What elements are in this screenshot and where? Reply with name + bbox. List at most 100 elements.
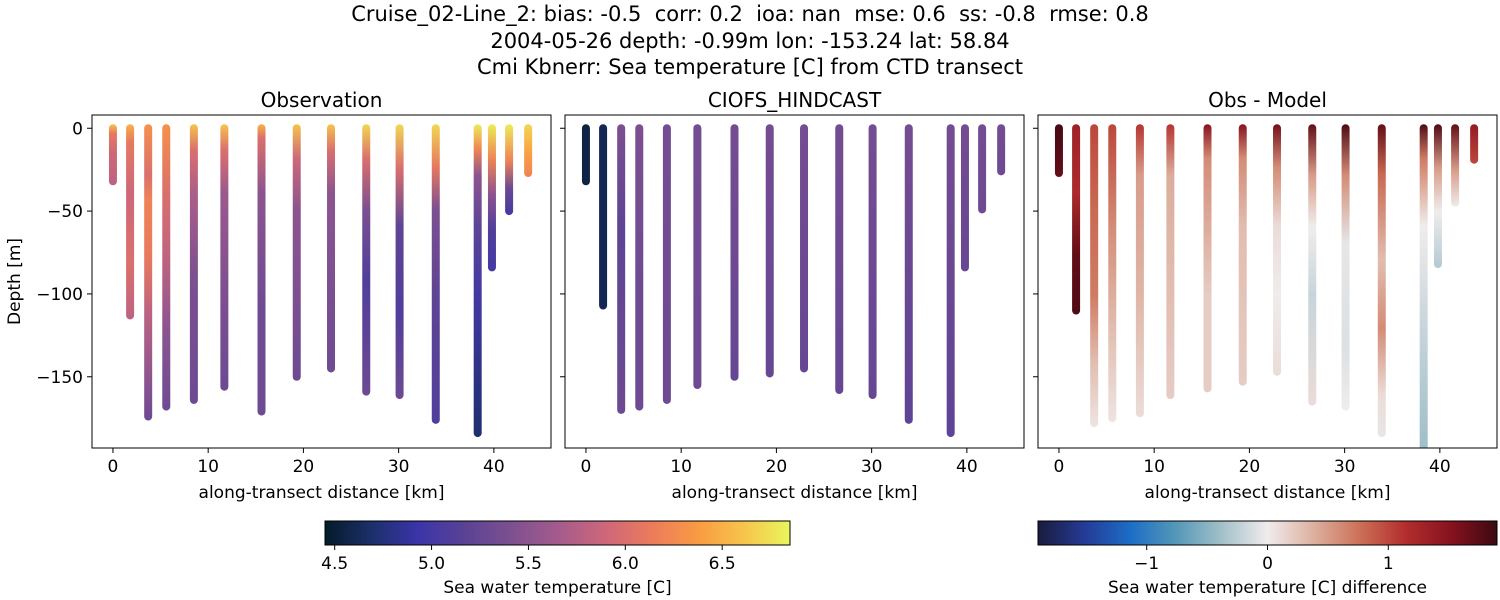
- colorbar-label-0: Sea water temperature [C]: [443, 578, 671, 598]
- data-cast-1-7: [765, 124, 774, 378]
- x-axis-label-2: along-transect distance [km]: [1145, 483, 1391, 503]
- data-cast-1-2: [617, 124, 626, 414]
- y-axis-label: Depth [m]: [5, 238, 25, 325]
- data-cast-2-10: [1341, 124, 1350, 411]
- x-tick-label-0-30: 30: [388, 457, 410, 477]
- axes-frame-2: [1037, 114, 1498, 449]
- data-cast-1-0: [581, 124, 590, 186]
- data-cast-1-12: [946, 124, 955, 438]
- data-cast-2-9: [1308, 124, 1317, 406]
- data-cast-1-14: [978, 124, 987, 214]
- x-tick-label-2-40: 40: [1429, 457, 1451, 477]
- colorbar-tick-label-1-2: 1: [1383, 554, 1394, 574]
- data-cast-0-10: [395, 124, 404, 399]
- data-cast-1-3: [635, 124, 644, 411]
- data-cast-2-12: [1419, 124, 1428, 448]
- x-tick-label-1-30: 30: [861, 457, 883, 477]
- colorbar-gradient-0: [324, 520, 791, 546]
- data-cast-2-8: [1273, 124, 1282, 376]
- colorbar-0: 4.5 5.0 5.5 6.0 6.5 Sea water temperature [C]: [321, 520, 791, 598]
- colorbar-tick-label-1-0: −1: [1134, 554, 1159, 574]
- y-tick-label-2: −100: [36, 285, 83, 305]
- data-cast-0-1: [126, 124, 135, 320]
- data-cast-1-1: [599, 124, 608, 310]
- data-cast-0-14: [505, 124, 514, 216]
- data-cast-1-6: [730, 124, 739, 381]
- figure-title-line-2: 2004-05-26 depth: -0.99m lon: -153.24 la…: [490, 29, 1010, 53]
- data-cast-2-4: [1135, 124, 1144, 418]
- axes-frame-0: [91, 114, 552, 449]
- colorbar-tick-label-0-4: 6.5: [709, 554, 736, 574]
- x-tick-label-2-0: 0: [1054, 457, 1065, 477]
- colorbar-label-1: Sea water temperature [C] difference: [1108, 578, 1427, 598]
- data-cast-1-15: [997, 124, 1006, 176]
- colorbar-tick-label-0-1: 5.0: [418, 554, 445, 574]
- x-tick-label-0-40: 40: [483, 457, 505, 477]
- data-cast-1-10: [868, 124, 877, 399]
- data-cast-2-14: [1451, 124, 1460, 207]
- data-cast-0-3: [162, 124, 171, 411]
- figure-title-line-3: Cmi Kbnerr: Sea temperature [C] from CTD…: [477, 55, 1023, 79]
- x-tick-label-1-10: 10: [670, 457, 692, 477]
- panel-title-1: CIOFS_HINDCAST: [708, 88, 882, 112]
- data-cast-2-2: [1090, 124, 1099, 428]
- x-tick-label-1-40: 40: [956, 457, 978, 477]
- colorbar-1: −1 0 1 Sea water temperature [C] difference: [1037, 520, 1498, 598]
- data-cast-2-6: [1203, 124, 1212, 393]
- x-tick-label-0-10: 10: [197, 457, 219, 477]
- data-cast-0-6: [257, 124, 266, 416]
- y-tick-label-3: −150: [36, 368, 83, 388]
- colorbar-tick-label-1-1: 0: [1262, 554, 1273, 574]
- data-cast-1-11: [904, 124, 913, 424]
- x-axis-label-0: along-transect distance [km]: [199, 483, 445, 503]
- x-axis-label-1: along-transect distance [km]: [672, 483, 918, 503]
- casts-1: [581, 124, 1006, 438]
- x-tick-label-1-20: 20: [766, 457, 788, 477]
- x-tick-label-0-20: 20: [293, 457, 315, 477]
- data-cast-0-13: [487, 124, 496, 272]
- data-cast-0-0: [108, 124, 117, 186]
- x-tick-label-2-20: 20: [1239, 457, 1261, 477]
- data-cast-2-11: [1377, 124, 1386, 438]
- data-cast-1-5: [693, 124, 702, 390]
- data-cast-0-15: [524, 124, 533, 177]
- casts-2: [1054, 124, 1479, 448]
- data-cast-2-13: [1433, 124, 1442, 269]
- colorbar-tick-label-0-0: 4.5: [321, 554, 348, 574]
- data-cast-0-4: [189, 124, 198, 404]
- data-cast-2-5: [1166, 124, 1175, 399]
- x-tick-label-2-10: 10: [1143, 457, 1165, 477]
- data-cast-0-7: [292, 124, 301, 381]
- data-cast-2-3: [1108, 124, 1117, 423]
- data-cast-1-8: [800, 124, 809, 373]
- y-tick-label-0: 0: [72, 119, 83, 139]
- x-tick-label-0-0: 0: [108, 457, 119, 477]
- colorbar-tick-label-0-2: 5.5: [515, 554, 542, 574]
- data-cast-0-9: [362, 124, 371, 396]
- data-cast-2-1: [1072, 124, 1081, 315]
- colorbar-gradient-1: [1037, 520, 1498, 546]
- panel-2: 0 10 20 30 40 Obs - Model along-transect dista…: [1033, 88, 1498, 503]
- data-cast-0-5: [220, 124, 229, 391]
- panel-0: 0 10 20 30 40 0 −50 −100 −150 Observation along-tr…: [5, 88, 552, 503]
- x-tick-label-2-30: 30: [1334, 457, 1356, 477]
- data-cast-0-2: [144, 124, 153, 421]
- y-tick-label-1: −50: [47, 202, 83, 222]
- colorbar-tick-label-0-3: 6.0: [612, 554, 639, 574]
- data-cast-1-9: [835, 124, 844, 395]
- data-cast-2-15: [1470, 124, 1479, 164]
- panel-title-2: Obs - Model: [1208, 88, 1327, 112]
- x-tick-label-1-0: 0: [581, 457, 592, 477]
- data-cast-0-8: [327, 124, 336, 373]
- data-cast-0-11: [431, 124, 440, 424]
- figure-title-line-1: Cruise_02-Line_2: bias: -0.5 corr: 0.2 i…: [351, 2, 1149, 26]
- axes-frame-1: [564, 114, 1025, 449]
- data-cast-1-4: [662, 124, 671, 404]
- data-cast-2-7: [1238, 124, 1247, 386]
- data-cast-2-0: [1054, 124, 1063, 177]
- data-cast-0-12: [473, 124, 482, 438]
- panel-1: 0 10 20 30 40 CIOFS_HINDCAST along-transect di…: [560, 88, 1025, 503]
- panel-title-0: Observation: [261, 88, 383, 112]
- data-cast-1-13: [960, 124, 969, 272]
